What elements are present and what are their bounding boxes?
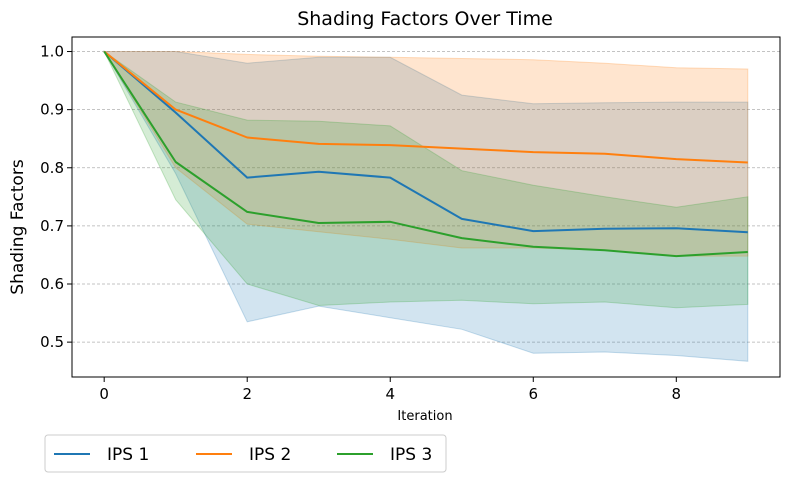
line-ips-1 (103, 50, 748, 234)
y-tick-label: 1.0 (40, 43, 64, 61)
legend-label-ips-1: IPS 1 (107, 445, 149, 465)
plot-frame (71, 36, 781, 378)
legend: IPS 1 IPS 2 IPS 3 (44, 434, 447, 473)
y-tick-label: 0.8 (40, 159, 64, 177)
line-ips-2 (103, 50, 748, 164)
x-tick-label: 4 (385, 385, 395, 403)
x-tick-label: 0 (99, 385, 109, 403)
legend-label-ips-3: IPS 3 (390, 445, 432, 465)
axes: 0.5 0.6 0.7 0.8 0.9 1.0 0 2 4 6 8 (40, 43, 681, 403)
series-lines (103, 50, 748, 258)
legend-label-ips-2: IPS 2 (249, 445, 291, 465)
x-tick-label: 6 (528, 385, 538, 403)
chart-title: Shading Factors Over Time (297, 8, 553, 30)
y-tick-label: 0.7 (40, 217, 64, 235)
band-ips-2 (103, 51, 749, 257)
legend-box (44, 434, 447, 473)
y-tick-label: 0.5 (40, 333, 64, 351)
y-tick-label: 0.6 (40, 275, 64, 293)
confidence-bands (102, 49, 749, 362)
x-axis-label: Iteration (397, 409, 452, 424)
y-tick-label: 0.9 (40, 101, 64, 119)
x-tick-label: 8 (672, 385, 682, 403)
line-ips-3 (103, 50, 748, 258)
grid-lines (72, 51, 780, 343)
y-axis-label: Shading Factors (8, 159, 28, 295)
x-tick-label: 2 (242, 385, 252, 403)
band-ips-3 (102, 49, 749, 309)
